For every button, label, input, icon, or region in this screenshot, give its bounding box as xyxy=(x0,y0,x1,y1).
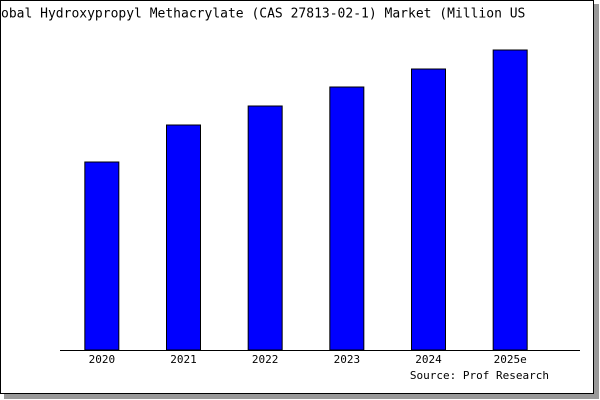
bar xyxy=(247,105,283,351)
x-tick-label: 2021 xyxy=(170,353,197,366)
x-tick-label: 2025e xyxy=(494,353,527,366)
bar xyxy=(492,49,528,351)
x-tick-label: 2020 xyxy=(89,353,116,366)
chart-title: obal Hydroxypropyl Methacrylate (CAS 278… xyxy=(1,7,525,22)
bar xyxy=(166,124,201,351)
x-tick-label: 2023 xyxy=(334,353,361,366)
bar xyxy=(84,161,120,351)
x-tick-label: 2024 xyxy=(415,353,442,366)
bar xyxy=(329,86,365,351)
bar xyxy=(411,68,446,351)
x-tick-label: 2022 xyxy=(252,353,279,366)
source-note: Source: Prof Research xyxy=(410,369,549,382)
